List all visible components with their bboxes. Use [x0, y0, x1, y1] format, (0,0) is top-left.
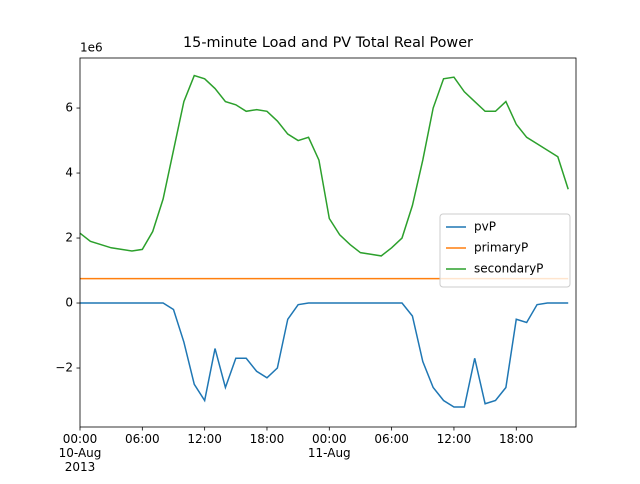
y-tick-label: 6	[65, 101, 73, 115]
x-tick-label: 18:00	[249, 432, 285, 446]
y-tick-label: 4	[65, 166, 73, 180]
chart-title: 15-minute Load and PV Total Real Power	[183, 35, 473, 51]
x-tick-label: 12:00	[436, 432, 472, 446]
x-tick-label: 06:00	[125, 432, 160, 446]
x-tick-label: 06:00	[374, 432, 409, 446]
y-tick-label: 2	[65, 231, 73, 245]
legend: pvP primaryP secondaryP	[439, 213, 571, 288]
x-tick-label: 18:00	[498, 432, 534, 446]
legend-label: pvP	[474, 220, 496, 234]
series-line	[79, 74, 569, 257]
x-tick-label: 00:00 10-Aug 2013	[58, 432, 102, 474]
legend-label: secondaryP	[474, 262, 543, 276]
offset-text: 1e6	[80, 41, 103, 55]
y-tick-label: −2	[55, 361, 73, 375]
y-tick-label: 0	[65, 296, 73, 310]
plot-frame	[79, 57, 577, 428]
legend-label: primaryP	[474, 241, 528, 255]
legend-box	[439, 213, 571, 288]
x-tick-label: 00:00 11-Aug	[307, 432, 351, 460]
series-line	[80, 302, 569, 408]
x-tick-label: 12:00	[187, 432, 222, 446]
